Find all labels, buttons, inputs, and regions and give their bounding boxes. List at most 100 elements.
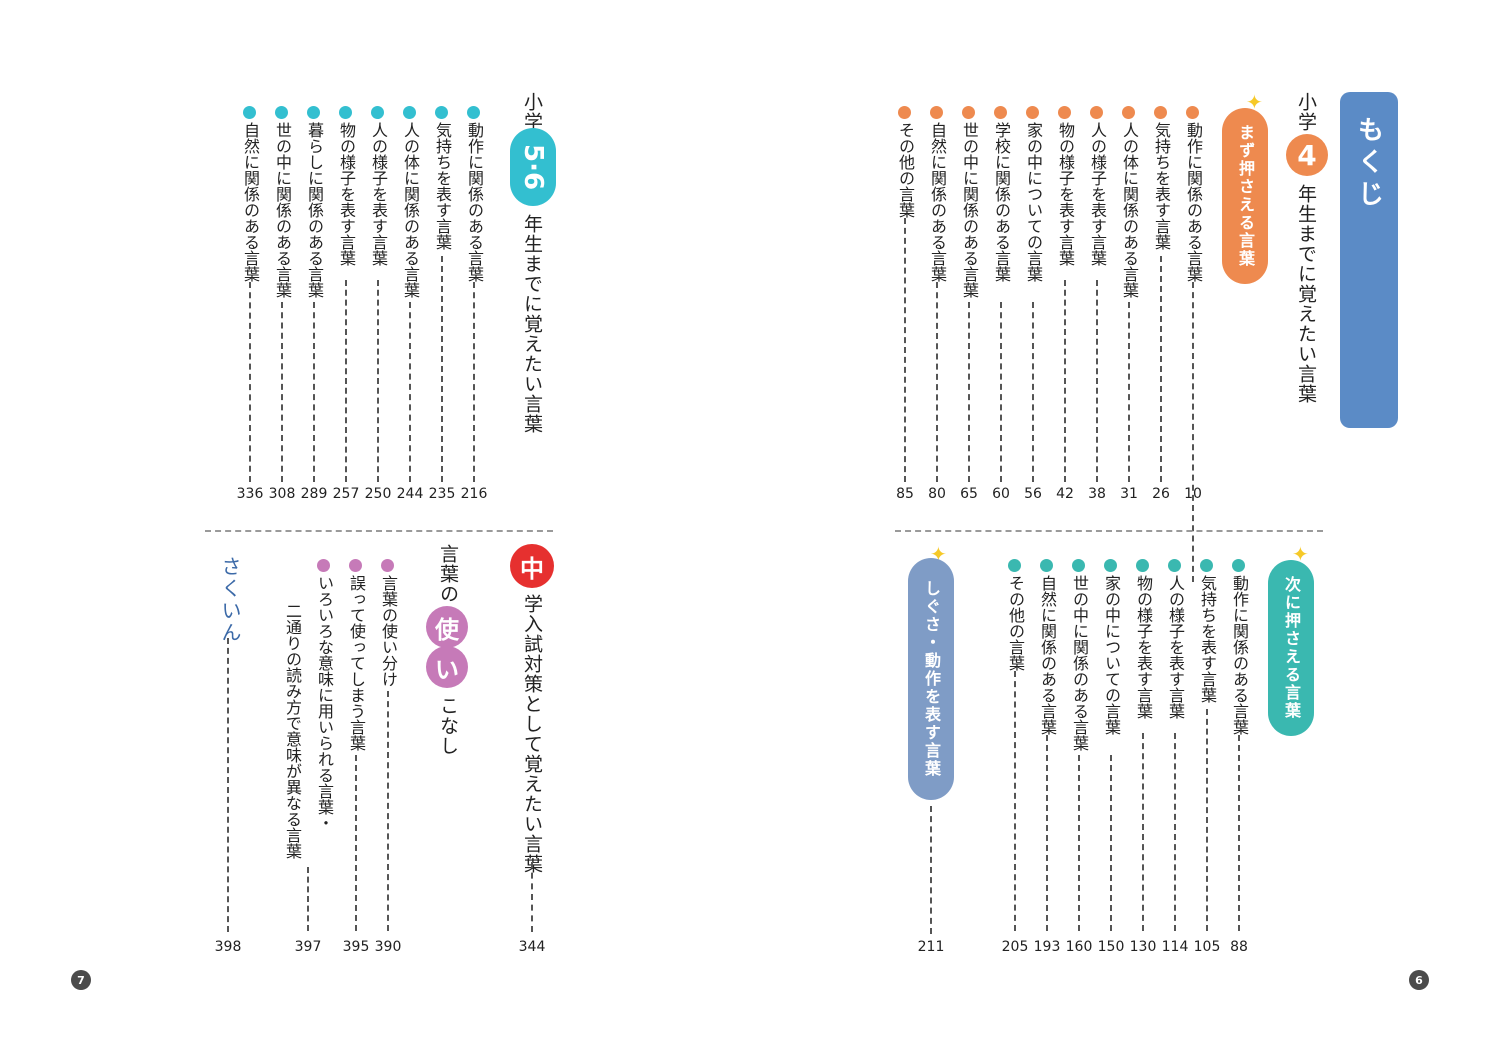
toc-item-label: 物の様子を表す言葉	[1134, 575, 1153, 719]
leader-line	[249, 282, 251, 482]
tsukai-char2: い	[426, 646, 468, 688]
tsukai-char1: 使	[426, 606, 468, 648]
next-pill: 次に押さえる言葉	[1268, 560, 1314, 736]
leader-line	[1014, 671, 1016, 931]
page-number: 235	[428, 486, 456, 502]
page-number: 216	[460, 486, 488, 502]
page-number: 390	[374, 939, 402, 955]
toc-item-label: その他の言葉	[1006, 575, 1025, 671]
chu-heading[interactable]: 中 学入試対策として覚えたい言葉	[510, 544, 554, 932]
bullet-icon	[1040, 559, 1053, 572]
toc-item-label: 家の中についての言葉	[1024, 122, 1043, 282]
page-number: 105	[1193, 939, 1221, 955]
leader-line	[531, 862, 533, 932]
toc-item-label: 人の体に関係のある言葉	[1120, 122, 1139, 298]
page-number: 205	[1001, 939, 1029, 955]
toc-item-label: 物の様子を表す言葉	[1056, 122, 1075, 266]
grade56-number-text: 5·6	[518, 143, 548, 191]
bullet-icon	[339, 106, 352, 119]
leader-line	[1174, 733, 1176, 931]
toc-item-label: 人の様子を表す言葉	[1088, 122, 1107, 266]
leader-line	[377, 280, 379, 482]
page-number: 42	[1056, 486, 1074, 502]
toc-item-label: 自然に関係のある言葉	[928, 122, 947, 282]
bullet-icon	[1072, 559, 1085, 572]
bullet-icon	[1090, 106, 1103, 119]
leader-line	[1238, 735, 1240, 931]
toc-item-label: 世の中に関係のある言葉	[1070, 575, 1089, 751]
leader-line	[1078, 755, 1080, 931]
leader-line	[355, 755, 357, 931]
page-number: 395	[342, 939, 370, 955]
page-number: 193	[1033, 939, 1061, 955]
bullet-icon	[1186, 106, 1199, 119]
leader-line	[1096, 280, 1098, 482]
page-number: 244	[396, 486, 424, 502]
bullet-icon	[1008, 559, 1021, 572]
toc-item-label: 言葉の使い分け	[379, 575, 398, 687]
bullet-icon	[898, 106, 911, 119]
toc-item-label: 人の体に関係のある言葉	[401, 122, 420, 298]
sparkle-icon: ✦	[1292, 542, 1309, 566]
toc-item-label: 気持ちを表す言葉	[1198, 575, 1217, 703]
page-number: 344	[518, 939, 546, 955]
sakuin[interactable]: さくいん	[216, 556, 242, 936]
mokuji-label: もくじ	[1353, 116, 1384, 212]
leader-line	[387, 691, 389, 931]
leader-line	[409, 302, 411, 482]
page-number: 308	[268, 486, 296, 502]
bullet-icon	[371, 106, 384, 119]
page-number: 85	[896, 486, 914, 502]
mokuji-banner: もくじ	[1340, 92, 1398, 428]
tsukai-pre: 言葉の	[437, 544, 459, 604]
toc-item-label: 自然に関係のある言葉	[241, 122, 260, 282]
toc-item-label: 気持ちを表す言葉	[1152, 122, 1171, 250]
page-number: 211	[917, 939, 945, 955]
page-number: 257	[332, 486, 360, 502]
grade4-prefix: 小学	[1295, 92, 1317, 132]
bullet-icon	[1122, 106, 1135, 119]
leader-line	[473, 282, 475, 482]
page-number: 80	[928, 486, 946, 502]
leader-line	[441, 256, 443, 482]
bullet-icon	[403, 106, 416, 119]
page-number: 336	[236, 486, 264, 502]
sakuin-label: さくいん	[218, 556, 242, 644]
toc-item-label: 学校に関係のある言葉	[992, 122, 1011, 282]
bullet-icon	[994, 106, 1007, 119]
shigusa-pill[interactable]: しぐさ・動作を表す言葉	[908, 558, 954, 800]
page-number-badge-right: 6	[1409, 970, 1429, 990]
must-label: まず押さえる言葉	[1236, 124, 1255, 268]
page-number: 88	[1230, 939, 1248, 955]
page-number: 114	[1161, 939, 1189, 955]
chu-badge: 中	[510, 544, 554, 588]
leader-line	[307, 867, 309, 931]
grade4-number: 4	[1286, 134, 1328, 176]
toc-item-label: 誤って使ってしまう言葉	[347, 575, 366, 751]
page-number: 160	[1065, 939, 1093, 955]
page-number: 397	[294, 939, 322, 955]
leader-line	[936, 282, 938, 482]
bullet-icon	[435, 106, 448, 119]
page-number: 65	[960, 486, 978, 502]
page-number: 60	[992, 486, 1010, 502]
tsukai-post: こなし	[437, 696, 459, 756]
bullet-icon	[1136, 559, 1149, 572]
leader-line	[904, 218, 906, 482]
bullet-icon	[962, 106, 975, 119]
leader-line	[1142, 733, 1144, 931]
bullet-icon	[1200, 559, 1213, 572]
page-number: 130	[1129, 939, 1157, 955]
toc-item-label: 人の様子を表す言葉	[1166, 575, 1185, 719]
bullet-icon	[1026, 106, 1039, 119]
bullet-icon	[349, 559, 362, 572]
bullet-icon	[467, 106, 480, 119]
bullet-icon	[1232, 559, 1245, 572]
bullet-icon	[1104, 559, 1117, 572]
toc-item-label: 動作に関係のある言葉	[465, 122, 484, 282]
must-pill: まず押さえる言葉	[1222, 108, 1268, 284]
page-number: 38	[1088, 486, 1106, 502]
leader-line	[1206, 709, 1208, 931]
page-number: 150	[1097, 939, 1125, 955]
page-number: 398	[214, 939, 242, 955]
